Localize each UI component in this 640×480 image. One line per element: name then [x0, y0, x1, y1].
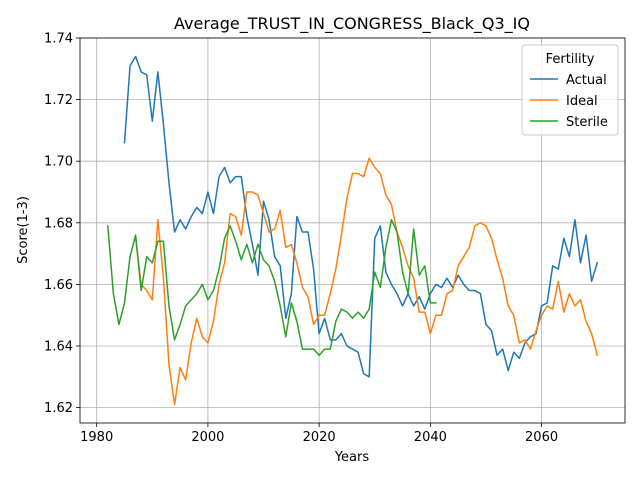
plot-frame [79, 37, 626, 424]
series-line-actual [123, 55, 599, 378]
legend-label-ideal: Ideal [566, 94, 598, 109]
legend-label-actual: Actual [566, 73, 607, 88]
x-tick-label: 2000 [191, 430, 224, 445]
y-tick-label: 1.62 [44, 401, 73, 416]
x-tick-label: 2020 [303, 430, 336, 445]
chart-title: Average_TRUST_IN_CONGRESS_Black_Q3_IQ [174, 14, 530, 34]
x-axis-label: Years [334, 450, 370, 465]
x-tick-label: 2040 [414, 430, 447, 445]
x-tick-label: 2060 [525, 430, 558, 445]
y-tick-label: 1.66 [44, 278, 73, 293]
y-tick-label: 1.70 [44, 155, 73, 170]
x-axis: 1980 2000 2020 2040 2060 [80, 423, 558, 445]
series-lines [107, 55, 599, 406]
series-line-ideal [134, 157, 599, 406]
y-tick-label: 1.64 [44, 340, 73, 355]
legend-entries: Actual Ideal Sterile [530, 73, 608, 130]
legend: Fertility Actual Ideal Sterile [521, 44, 619, 136]
y-axis-label: Score(1-3) [16, 196, 31, 264]
y-tick-label: 1.68 [44, 216, 73, 231]
x-tick-label: 1980 [80, 430, 113, 445]
legend-title: Fertility [546, 52, 595, 67]
legend-box [521, 44, 619, 136]
y-axis: 1.62 1.64 1.66 1.68 1.70 1.72 1.74 [44, 32, 80, 416]
legend-label-sterile: Sterile [566, 115, 608, 130]
y-tick-label: 1.72 [44, 93, 73, 108]
series-line-sterile [107, 218, 437, 356]
y-tick-label: 1.74 [44, 32, 73, 47]
